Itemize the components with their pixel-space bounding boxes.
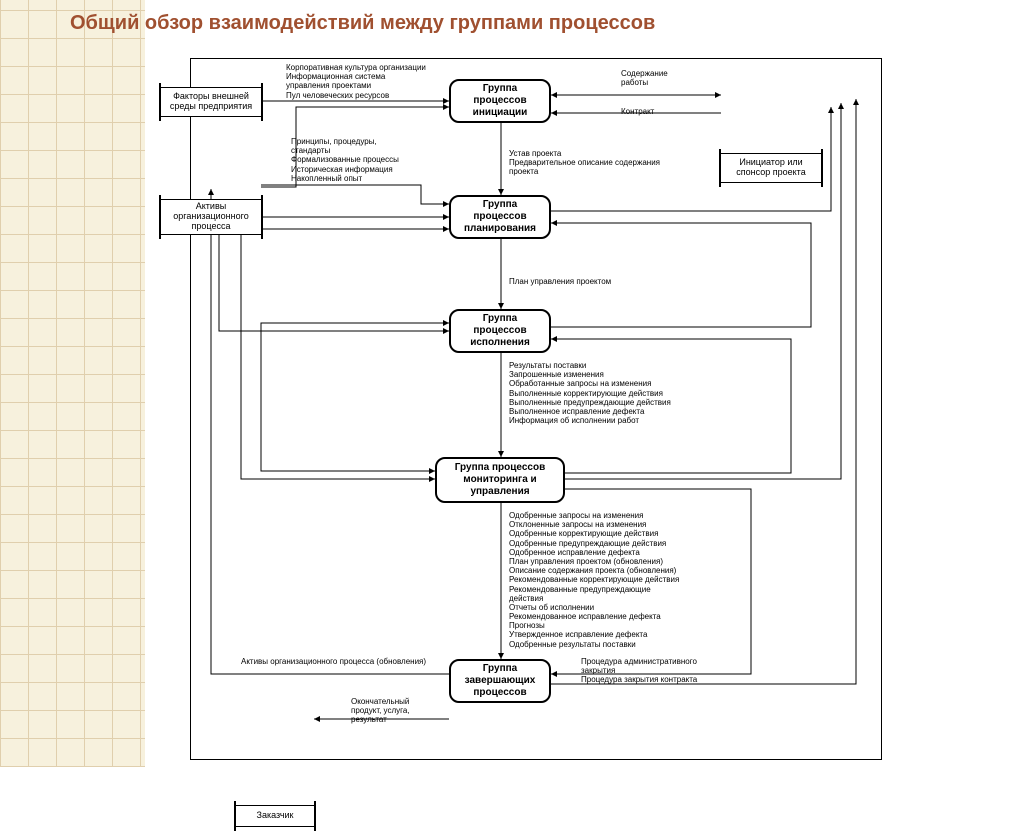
external-sponsor: Инициатор илиспонсор проекта [721, 153, 821, 183]
diagram-container: Группапроцессовинициации Группапроцессовп… [190, 58, 882, 760]
caption-c11: Процедура административногозакрытияПроце… [581, 657, 751, 685]
caption-c10: Окончательныйпродукт, услуга,результат [351, 697, 441, 725]
caption-c5: Устав проектаПредварительное описание со… [509, 149, 719, 177]
page-title: Общий обзор взаимодействий между группам… [70, 12, 655, 35]
caption-c7: Результаты поставкиЗапрошенные изменения… [509, 361, 769, 425]
external-env: Факторы внешнейсреды предприятия [161, 87, 261, 117]
caption-c2: Принципы, процедуры,стандартыФормализова… [291, 137, 431, 183]
caption-c6: План управления проектом [509, 277, 689, 286]
external-customer: Заказчик [236, 805, 314, 827]
external-assets: Активыорганизационногопроцесса [161, 199, 261, 235]
sidebar-pattern [0, 0, 145, 767]
caption-c3: Содержаниеработы [621, 69, 691, 87]
process-monitor: Группа процессовмониторинга иуправления [435, 457, 565, 503]
process-init: Группапроцессовинициации [449, 79, 551, 123]
caption-c9: Активы организационного процесса (обновл… [241, 657, 451, 666]
process-exec: Группапроцессовисполнения [449, 309, 551, 353]
process-close: Группазавершающихпроцессов [449, 659, 551, 703]
caption-c4: Контракт [621, 107, 691, 116]
caption-c1: Корпоративная культура организацииИнформ… [286, 63, 446, 100]
process-plan: Группапроцессовпланирования [449, 195, 551, 239]
caption-c8: Одобренные запросы на измененияОтклоненн… [509, 511, 769, 649]
